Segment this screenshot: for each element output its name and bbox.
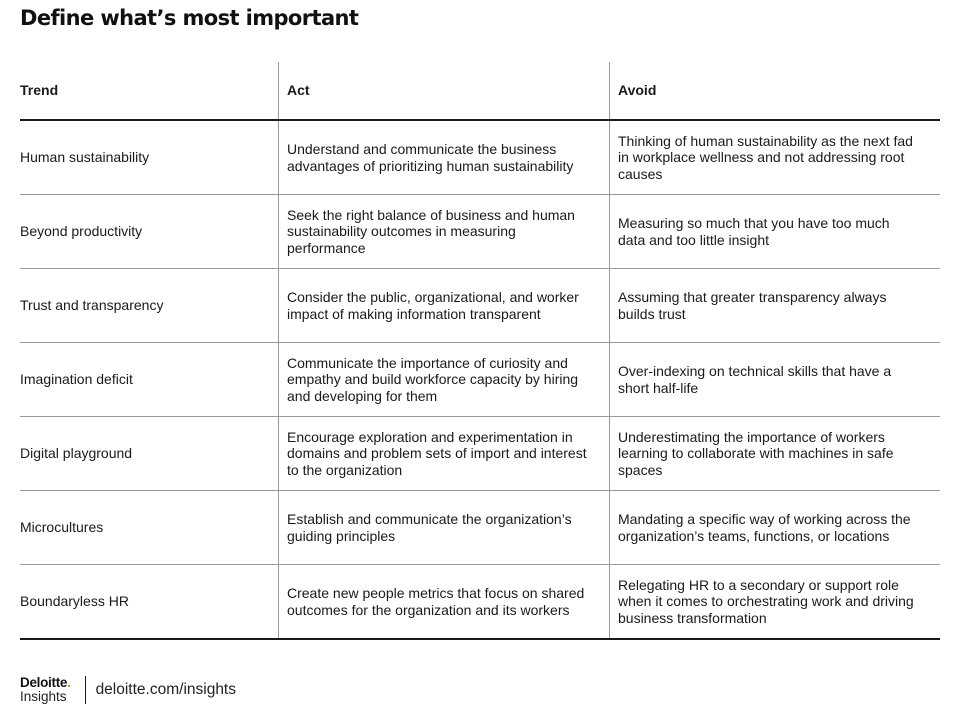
avoid-cell: Over-indexing on technical skills that h… xyxy=(609,343,940,416)
act-cell: Create new people metrics that focus on … xyxy=(278,565,609,638)
table-row: Trust and transparency Consider the publ… xyxy=(20,269,940,343)
logo-wordmark-text: Deloitte xyxy=(20,675,68,690)
trend-cell: Beyond productivity xyxy=(20,223,143,240)
trends-table: Trend Act Avoid Human sustainability Und… xyxy=(20,62,940,640)
trend-cell: Imagination deficit xyxy=(20,371,133,388)
avoid-cell: Relegating HR to a secondary or support … xyxy=(609,565,940,638)
logo-wordmark: Deloitte. xyxy=(20,676,71,690)
header-trend: Trend xyxy=(20,82,59,99)
trend-cell: Boundaryless HR xyxy=(20,593,129,610)
deloitte-insights-logo: Deloitte. Insights xyxy=(20,676,71,704)
table-row: Imagination deficit Communicate the impo… xyxy=(20,343,940,417)
footer-url: deloitte.com/insights xyxy=(95,681,236,698)
avoid-cell: Thinking of human sustainability as the … xyxy=(609,121,940,194)
table-row: Boundaryless HR Create new people metric… xyxy=(20,565,940,640)
act-cell: Communicate the importance of curiosity … xyxy=(278,343,609,416)
table-row: Digital playground Encourage exploration… xyxy=(20,417,940,491)
avoid-cell: Mandating a specific way of working acro… xyxy=(609,491,940,564)
avoid-cell: Measuring so much that you have too much… xyxy=(609,195,940,268)
act-cell: Encourage exploration and experimentatio… xyxy=(278,417,609,490)
table-row: Beyond productivity Seek the right balan… xyxy=(20,195,940,269)
avoid-cell: Underestimating the importance of worker… xyxy=(609,417,940,490)
footer-divider xyxy=(84,676,86,704)
trend-cell: Digital playground xyxy=(20,445,133,462)
act-cell: Establish and communicate the organizati… xyxy=(278,491,609,564)
trend-cell: Trust and transparency xyxy=(20,297,164,314)
footer: Deloitte. Insights deloitte.com/insights xyxy=(20,675,236,705)
act-cell: Consider the public, organizational, and… xyxy=(278,269,609,342)
trend-cell: Human sustainability xyxy=(20,149,150,166)
table-header-row: Trend Act Avoid xyxy=(20,62,940,121)
trend-cell: Microcultures xyxy=(20,519,104,536)
act-cell: Understand and communicate the business … xyxy=(278,121,609,194)
logo-dot-icon: . xyxy=(67,675,71,690)
header-avoid: Avoid xyxy=(609,62,940,119)
header-act: Act xyxy=(278,62,609,119)
avoid-cell: Assuming that greater transparency alway… xyxy=(609,269,940,342)
act-cell: Seek the right balance of business and h… xyxy=(278,195,609,268)
table-row: Microcultures Establish and communicate … xyxy=(20,491,940,565)
table-row: Human sustainability Understand and comm… xyxy=(20,121,940,195)
page-title: Define what’s most important xyxy=(20,6,359,30)
logo-subtitle: Insights xyxy=(20,689,67,704)
